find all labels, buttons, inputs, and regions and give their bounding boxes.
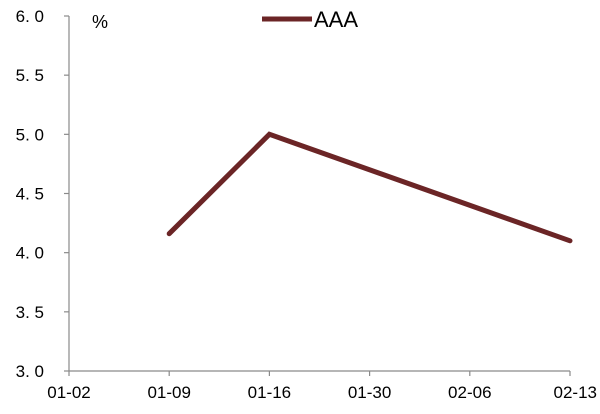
y-tick-label: 4. 0 bbox=[16, 244, 44, 263]
legend: AAA bbox=[262, 7, 358, 32]
data-point bbox=[268, 133, 270, 135]
y-tick-label: 4. 5 bbox=[16, 185, 44, 204]
x-tick-label: 02-06 bbox=[448, 383, 491, 402]
y-tick-label: 6. 0 bbox=[16, 7, 44, 26]
x-tick-label: 02-13 bbox=[554, 383, 597, 402]
y-tick-label: 3. 5 bbox=[16, 303, 44, 322]
data-point bbox=[569, 240, 571, 242]
series-line-aaa bbox=[166, 131, 573, 244]
y-axis: 6. 0 5. 5 5. 0 4. 5 4. 0 3. 5 3. 0 bbox=[16, 7, 70, 381]
x-axis: 01-02 01-09 01-16 01-30 02-06 02-13 bbox=[47, 370, 597, 402]
x-tick-label: 01-02 bbox=[47, 383, 90, 402]
data-point bbox=[168, 233, 170, 235]
x-tick-label: 01-16 bbox=[248, 383, 291, 402]
x-axis-ticks: 01-02 01-09 01-16 01-30 02-06 02-13 bbox=[47, 371, 597, 402]
y-tick-label: 5. 5 bbox=[16, 66, 44, 85]
y-axis-ticks: 6. 0 5. 5 5. 0 4. 5 4. 0 3. 5 3. 0 bbox=[16, 7, 69, 381]
y-tick-label: 3. 0 bbox=[16, 362, 44, 381]
series-layer bbox=[166, 131, 573, 244]
x-tick-label: 01-09 bbox=[147, 383, 190, 402]
x-tick-label: 01-30 bbox=[348, 383, 391, 402]
legend-label-aaa: AAA bbox=[314, 7, 358, 32]
y-tick-label: 5. 0 bbox=[16, 125, 44, 144]
y-unit-label: % bbox=[92, 12, 108, 32]
